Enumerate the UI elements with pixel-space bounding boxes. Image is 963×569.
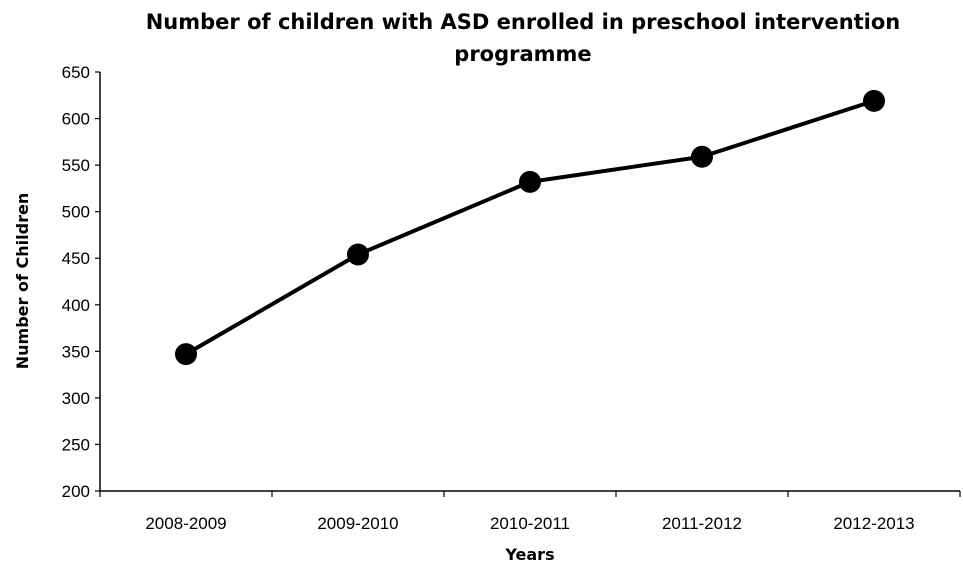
data-point-2009-2010 — [347, 243, 369, 266]
y-tick-label: 200 — [62, 482, 90, 501]
x-axis-ticks: 2008-2009 2009-2010 2010-2011 2011-2012 2012… — [99, 491, 961, 533]
x-tick-label: 2012-2013 — [833, 514, 914, 533]
y-tick-label: 600 — [62, 110, 90, 129]
y-tick-label: 350 — [62, 342, 90, 361]
y-tick-label: 550 — [62, 156, 90, 175]
data-point-2008-2009 — [175, 343, 197, 366]
data-point-2010-2011 — [519, 170, 541, 193]
y-tick-label: 500 — [62, 203, 90, 222]
chart-title: Number of children with ASD enrolled in … — [0, 6, 963, 70]
y-axis-ticks: 200 250 300 350 400 450 500 550 600 650 — [62, 63, 100, 501]
series-group — [175, 89, 885, 366]
x-tick-label: 2010-2011 — [490, 514, 570, 533]
y-tick-label: 450 — [62, 249, 90, 268]
x-tick-label: 2008-2009 — [145, 514, 226, 533]
y-axis-title: Number of Children — [13, 193, 32, 369]
y-tick-label: 400 — [62, 296, 90, 315]
y-tick-label: 650 — [62, 63, 90, 82]
series-line — [184, 98, 875, 356]
x-axis-title: Years — [504, 545, 554, 564]
chart-title-line-1: Number of children with ASD enrolled in … — [145, 10, 901, 34]
chart-title-line-2: programme — [454, 42, 592, 66]
data-point-2012-2013 — [863, 89, 885, 112]
x-tick-label: 2011-2012 — [662, 514, 742, 533]
y-tick-label: 250 — [62, 435, 90, 454]
y-tick-label: 300 — [62, 389, 90, 408]
data-point-2011-2012 — [691, 145, 713, 168]
x-tick-label: 2009-2010 — [317, 514, 398, 533]
